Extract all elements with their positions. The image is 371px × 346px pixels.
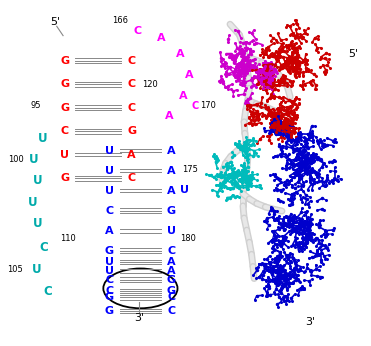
Text: A: A <box>179 91 188 101</box>
Text: C: C <box>191 101 198 111</box>
Text: C: C <box>167 292 175 302</box>
Text: G: G <box>60 173 69 183</box>
Text: C: C <box>39 241 48 254</box>
Text: U: U <box>38 132 47 145</box>
Text: C: C <box>128 103 136 112</box>
Text: C: C <box>105 275 114 284</box>
Text: U: U <box>29 153 38 166</box>
Text: C: C <box>128 173 136 183</box>
Text: A: A <box>157 33 166 43</box>
Text: A: A <box>167 266 176 276</box>
Text: U: U <box>105 146 114 155</box>
Text: 95: 95 <box>31 101 41 110</box>
Text: A: A <box>185 70 194 80</box>
Text: U: U <box>167 226 176 236</box>
Text: 3': 3' <box>134 313 144 323</box>
Text: U: U <box>105 186 114 195</box>
Text: C: C <box>128 79 136 89</box>
Text: G: G <box>60 79 69 89</box>
Text: U: U <box>33 174 43 187</box>
Text: C: C <box>133 26 141 36</box>
Text: C: C <box>128 56 136 65</box>
Text: 180: 180 <box>180 234 196 243</box>
Text: U: U <box>32 263 42 276</box>
Text: A: A <box>105 226 114 236</box>
Text: G: G <box>127 126 136 136</box>
Text: 110: 110 <box>60 234 76 243</box>
Text: G: G <box>167 206 176 216</box>
Text: C: C <box>61 126 69 136</box>
Text: C: C <box>105 206 114 216</box>
Text: A: A <box>164 111 173 121</box>
Text: A: A <box>176 49 185 58</box>
Text: A: A <box>167 166 176 175</box>
Text: 3': 3' <box>305 318 315 327</box>
Text: U: U <box>33 217 43 230</box>
Text: U: U <box>180 185 189 194</box>
Text: U: U <box>60 150 69 160</box>
Text: G: G <box>167 275 176 284</box>
Text: 175: 175 <box>182 165 198 174</box>
Text: 5': 5' <box>348 49 358 58</box>
Text: G: G <box>60 56 69 65</box>
Text: U: U <box>105 166 114 175</box>
Text: C: C <box>167 246 175 256</box>
Text: C: C <box>105 286 114 296</box>
Text: G: G <box>60 103 69 112</box>
Text: G: G <box>105 246 114 256</box>
Text: U: U <box>105 266 114 276</box>
Text: G: G <box>167 286 176 296</box>
Text: 5': 5' <box>50 18 61 27</box>
Text: A: A <box>167 146 176 155</box>
Text: G: G <box>105 292 114 302</box>
Text: 120: 120 <box>142 80 158 89</box>
Text: 170: 170 <box>200 101 216 110</box>
Text: A: A <box>167 257 176 267</box>
Text: C: C <box>44 285 53 298</box>
Text: C: C <box>167 306 175 316</box>
Text: 166: 166 <box>112 16 129 25</box>
Text: U: U <box>105 257 114 267</box>
Text: U: U <box>28 196 37 209</box>
Text: A: A <box>167 186 176 195</box>
Text: G: G <box>105 306 114 316</box>
Text: 100: 100 <box>8 155 23 164</box>
Text: A: A <box>127 150 136 160</box>
Text: 105: 105 <box>7 265 23 274</box>
